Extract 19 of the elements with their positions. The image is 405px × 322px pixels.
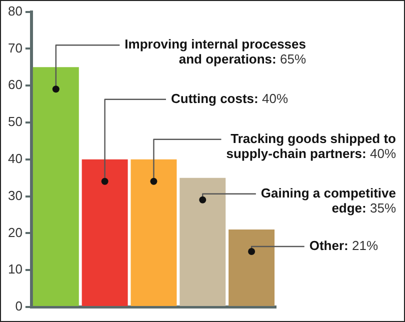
y-tick-label: 80: [8, 3, 22, 18]
data-label: Other: 21%: [309, 238, 378, 254]
bar: [32, 67, 79, 306]
y-tick-label: 10: [8, 262, 22, 277]
y-tick-label: 30: [8, 188, 22, 203]
bar: [82, 159, 128, 306]
y-tick-label: 70: [8, 40, 22, 56]
y-tick-label: 20: [8, 224, 22, 240]
y-tick-label: 60: [8, 77, 22, 92]
bar: [180, 178, 226, 306]
data-label: Tracking goods shipped to supply-chain partners: 40%: [226, 130, 396, 161]
y-tick-label: 0: [15, 298, 22, 314]
data-label: Cutting costs: 40%: [170, 90, 288, 106]
data-label: Improving internal processes and operations: 65%: [124, 36, 306, 67]
bar: [228, 230, 275, 306]
y-tick-label: 50: [8, 114, 22, 130]
bar: [130, 159, 177, 306]
data-label: Gaining a competitive edge: 35%: [260, 185, 396, 216]
y-tick-label: 40: [8, 150, 22, 166]
